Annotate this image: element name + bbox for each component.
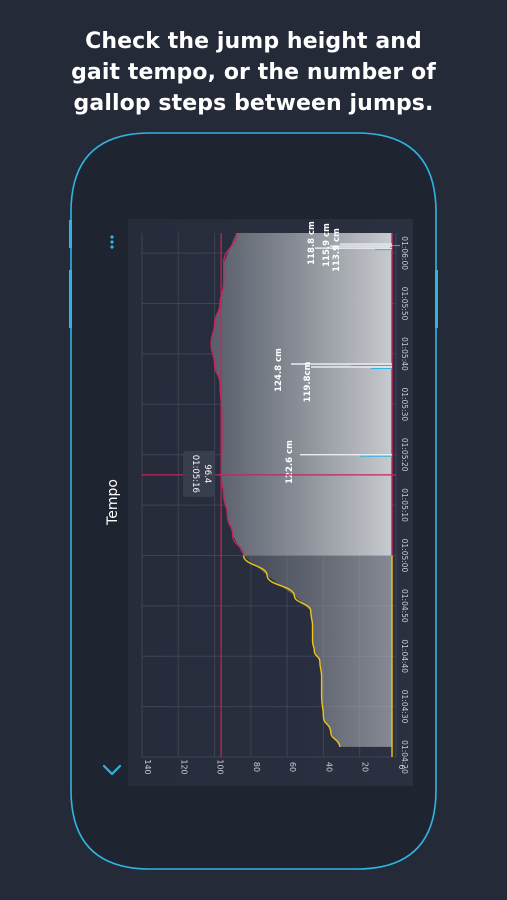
time-tick-label: 01:05:00: [400, 539, 409, 573]
time-tick-label: 01:04:40: [400, 639, 409, 673]
crosshair-time: 01:05:16: [190, 455, 200, 493]
jump-markers: 122.6 cm 124.8 cm 119.8cm 118.8 cm 115.9 cm 1…: [274, 221, 400, 484]
headline-line-3: gallop steps between jumps.: [73, 91, 434, 116]
jump-label: 119.8cm: [303, 361, 313, 402]
crosshair: 01:05:16 96.4: [142, 233, 396, 757]
tempo-line: [210, 232, 245, 556]
jump-label: 113.9 cm: [332, 228, 342, 272]
phone-side-button: [435, 270, 438, 328]
chart-lines: [210, 232, 393, 757]
time-tick-label: 01:04:50: [400, 589, 409, 623]
time-tick-label: 01:05:30: [400, 387, 409, 421]
headline-line-1: Check the jump height and: [85, 29, 422, 54]
tempo-area-fill: [210, 233, 392, 556]
time-tick-label: 01:05:40: [400, 337, 409, 371]
jump-label: 115.9 cm: [322, 223, 332, 267]
jump-label: 124.8 cm: [274, 348, 284, 392]
value-tick-label: 20: [361, 762, 370, 772]
time-tick-label: 01:05:50: [400, 287, 409, 321]
time-tick-label: 01:05:20: [400, 438, 409, 472]
crosshair-tooltip: [183, 450, 216, 497]
time-tick-label: 01:06:00: [400, 236, 409, 270]
value-tick-label: 120: [179, 759, 188, 774]
panel-title: Tempo: [105, 479, 121, 526]
more-vertical-icon[interactable]: [110, 235, 114, 249]
value-tick-label: 140: [143, 759, 152, 774]
jump-label: 118.8 cm: [307, 221, 317, 265]
gallop-area-fill: [243, 555, 392, 747]
value-tick-label: 0: [397, 764, 406, 769]
value-tick-label: 80: [252, 762, 261, 772]
headline: Check the jump height and gait tempo, or…: [0, 26, 507, 119]
headline-line-2: gait tempo, or the number of: [71, 60, 436, 85]
time-tick-label: 01:05:10: [400, 488, 409, 522]
phone-side-button: [69, 220, 72, 248]
value-tick-label: 100: [216, 759, 225, 774]
axis-ticks: 0 20 40 60 80 100 120 140 01:04:20 01:04:30 01:04:…: [143, 236, 409, 774]
crosshair-value: 96.4: [202, 464, 212, 483]
value-tick-label: 40: [324, 762, 333, 772]
chevron-down-icon[interactable]: [102, 764, 122, 776]
value-tick-label: 60: [288, 762, 297, 772]
phone-side-button: [69, 270, 72, 328]
time-tick-label: 01:04:20: [400, 740, 409, 774]
time-tick-label: 01:04:30: [400, 690, 409, 724]
jump-label: 122.6 cm: [285, 440, 295, 484]
gallop-line: [242, 555, 341, 748]
